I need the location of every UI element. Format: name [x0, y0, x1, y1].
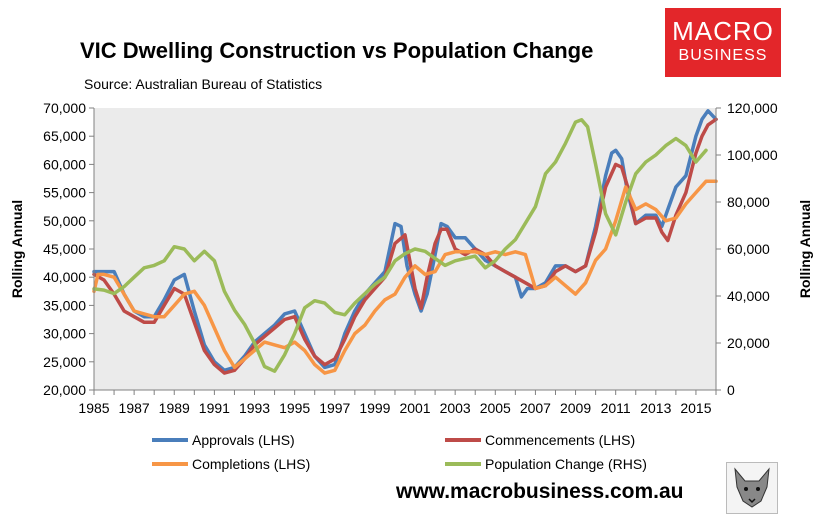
chart-title: VIC Dwelling Construction vs Population …: [80, 38, 594, 63]
x-tick-label: 1985: [78, 400, 109, 416]
right-tick-label: 20,000: [727, 335, 770, 351]
logo-line-2: BUSINESS: [678, 47, 768, 64]
chart-source: Source: Australian Bureau of Statistics: [84, 76, 323, 92]
legend: Approvals (LHS) Commencements (LHS) Comple…: [152, 432, 647, 472]
legend-label-commencements: Commencements (LHS): [485, 432, 635, 448]
x-tick-label: 2001: [399, 400, 430, 416]
x-tick-label: 2015: [680, 400, 711, 416]
left-tick-label: 50,000: [43, 213, 86, 229]
footer-url: www.macrobusiness.com.au: [396, 480, 684, 503]
logo-line-1: MACRO: [672, 16, 774, 46]
x-tick-label: 1991: [199, 400, 230, 416]
left-tick-label: 65,000: [43, 128, 86, 144]
right-tick-label: 120,000: [727, 100, 778, 116]
x-tick-label: 1993: [239, 400, 270, 416]
right-axis-title: Rolling Annual: [797, 200, 813, 298]
left-tick-label: 20,000: [43, 382, 86, 398]
macrobusiness-logo: MACRO BUSINESS: [665, 8, 781, 77]
left-tick-label: 60,000: [43, 156, 86, 172]
x-tick-label: 1987: [119, 400, 150, 416]
series-line-commencements: [92, 117, 718, 375]
x-tick-label: 1995: [279, 400, 310, 416]
x-tick-label: 2013: [640, 400, 671, 416]
left-tick-label: 45,000: [43, 241, 86, 257]
x-tick-label: 2009: [560, 400, 591, 416]
x-tick-label: 2011: [601, 400, 631, 416]
left-tick-label: 25,000: [43, 354, 86, 370]
left-tick-label: 35,000: [43, 297, 86, 313]
right-tick-label: 100,000: [727, 147, 778, 163]
left-tick-label: 40,000: [43, 269, 86, 285]
left-tick-label: 55,000: [43, 185, 86, 201]
right-tick-label: 60,000: [727, 241, 770, 257]
right-tick-label: 40,000: [727, 288, 770, 304]
x-tick-label: 2007: [520, 400, 551, 416]
series-line-population-change: [92, 118, 708, 373]
x-tick-label: 2003: [440, 400, 471, 416]
fox-logo-icon: [726, 462, 778, 514]
right-tick-label: 80,000: [727, 194, 770, 210]
right-tick-label: 0: [727, 382, 735, 398]
legend-label-population-change: Population Change (RHS): [485, 456, 647, 472]
x-tick-label: 1997: [319, 400, 350, 416]
x-tick-label: 1999: [359, 400, 390, 416]
left-tick-label: 30,000: [43, 326, 86, 342]
legend-label-approvals: Approvals (LHS): [192, 432, 295, 448]
series-line-completions: [92, 179, 718, 375]
left-axis-title: Rolling Annual: [9, 200, 25, 298]
x-tick-label: 1989: [159, 400, 190, 416]
legend-label-completions: Completions (LHS): [192, 456, 310, 472]
x-tick-label: 2005: [480, 400, 511, 416]
left-tick-label: 70,000: [43, 100, 86, 116]
